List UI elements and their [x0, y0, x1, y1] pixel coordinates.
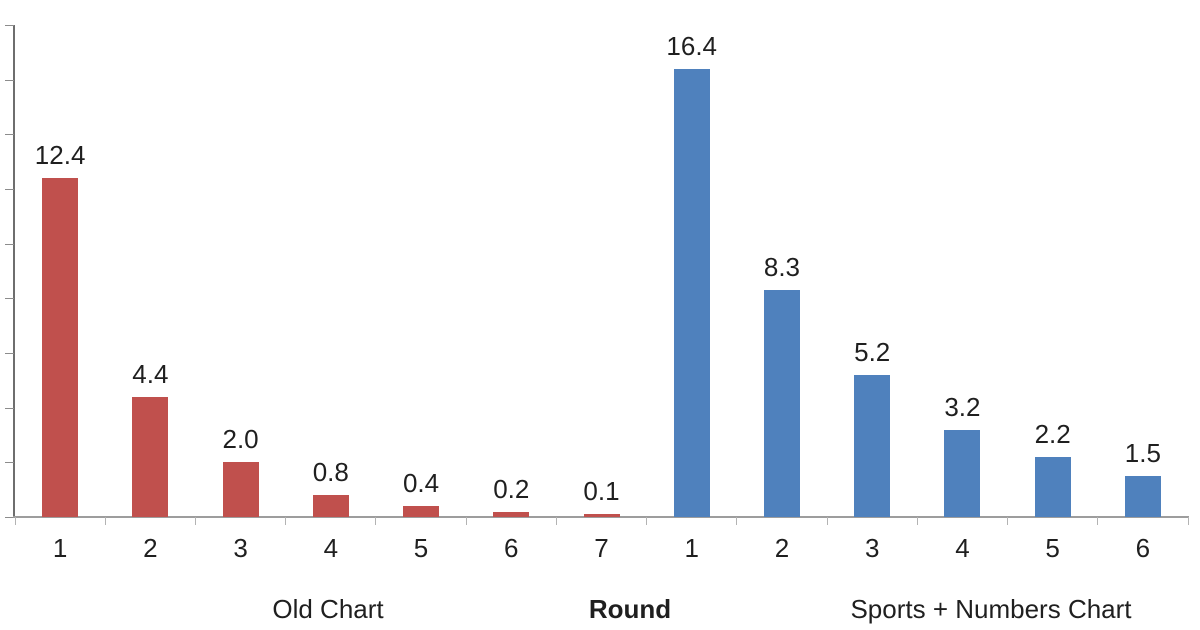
bar-value-label: 0.2: [493, 473, 530, 504]
bar: [763, 290, 800, 517]
x-axis-tick: [1187, 517, 1189, 525]
x-tick-label: 3: [864, 533, 880, 563]
x-axis: [13, 516, 1189, 518]
y-axis-tick: [5, 407, 14, 409]
x-tick-label: 4: [955, 533, 970, 563]
group-label-old-chart: Old Chart: [272, 594, 384, 624]
x-axis-tick: [375, 517, 377, 525]
x-tick-label: 1: [684, 533, 699, 563]
x-axis-tick: [285, 517, 287, 525]
bar-value-label: 0.4: [402, 468, 440, 499]
x-tick-label: 1: [52, 533, 68, 563]
x-axis-tick: [826, 517, 828, 525]
y-axis: [13, 25, 15, 517]
y-axis-tick: [5, 189, 14, 190]
x-axis-tick: [916, 517, 918, 525]
bar-value-label: 2.2: [1034, 418, 1071, 449]
x-tick-label: 6: [1135, 533, 1151, 563]
y-axis-tick: [5, 517, 14, 518]
bar-value-label: 0.1: [583, 476, 620, 507]
bar-value-label: 0.8: [312, 457, 349, 488]
x-tick-label: 3: [233, 533, 248, 563]
bar: [944, 429, 981, 517]
y-axis-tick: [5, 79, 14, 81]
x-axis-tick: [194, 517, 196, 525]
bar: [1124, 476, 1161, 517]
y-axis-tick: [5, 462, 14, 464]
group-label-sports-numbers-chart: Sports + Numbers Chart: [850, 594, 1132, 624]
bar: [403, 506, 440, 517]
x-axis-tick: [646, 517, 648, 525]
bar: [493, 511, 530, 517]
bar: [132, 396, 169, 517]
x-axis-tick: [1097, 517, 1099, 525]
y-axis-tick: [5, 298, 14, 300]
x-tick-label: 2: [143, 533, 158, 563]
x-axis-tick: [104, 517, 106, 525]
x-axis-tick: [555, 517, 557, 525]
bar-value-label: 5.2: [854, 336, 891, 367]
x-axis-tick: [14, 517, 16, 525]
bar-value-label: 12.4: [34, 140, 86, 171]
x-tick-label: 4: [323, 533, 339, 563]
x-tick-label: 5: [413, 533, 429, 563]
x-tick-label: 7: [594, 533, 609, 563]
bar: [854, 374, 891, 517]
x-axis-title: Round: [588, 594, 672, 624]
bar-value-label: 3.2: [944, 391, 981, 422]
y-axis-tick: [5, 25, 14, 26]
bar: [222, 462, 259, 517]
bar-value-label: 16.4: [666, 30, 718, 61]
x-tick-label: 5: [1045, 533, 1060, 563]
bar-value-label: 1.5: [1124, 438, 1161, 468]
bar-value-label: 4.4: [132, 358, 169, 389]
y-axis-tick: [5, 243, 14, 245]
bar: [1034, 456, 1071, 517]
x-axis-tick: [1007, 517, 1009, 525]
bar: [673, 68, 710, 517]
bar-value-label: 2.0: [222, 424, 259, 455]
x-axis-tick: [465, 517, 467, 525]
x-tick-label: 2: [774, 533, 790, 563]
y-axis-tick: [5, 134, 14, 136]
bar: [42, 178, 79, 517]
x-axis-tick: [736, 517, 738, 525]
bar: [312, 495, 349, 517]
x-tick-label: 6: [504, 533, 519, 563]
bar: [583, 514, 620, 517]
y-axis-tick: [5, 353, 14, 354]
bar-value-label: 8.3: [763, 252, 801, 283]
